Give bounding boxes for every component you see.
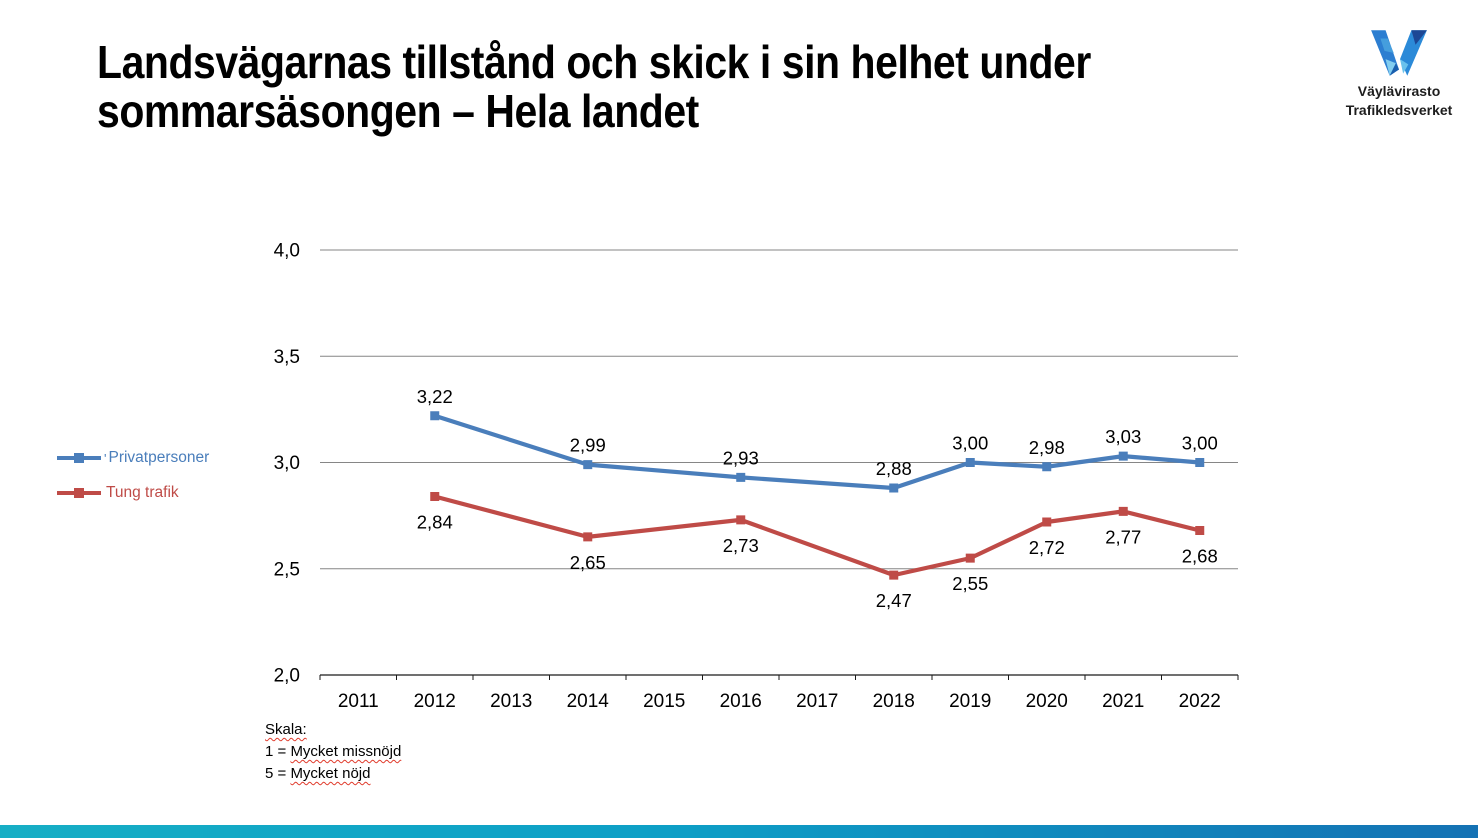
series-line-privatpersoner [434,413,1200,491]
legend-label-tung-trafik: Tung trafik [106,484,179,501]
data-point-marker [1042,517,1052,527]
x-tick-label: 2016 [720,691,762,712]
data-label: 2,99 [570,435,606,456]
data-label: 3,00 [1182,433,1218,454]
series-line-tung-trafik [434,494,1201,578]
x-tick-label: 2013 [490,691,532,712]
series-tung-trafik: 2,84 2,65 2,73 2,47 2,55 2,72 2,77 2,68 [417,492,1218,611]
data-point-marker [430,411,440,421]
data-label: 2,68 [1182,546,1218,567]
x-tick-label: 2022 [1179,691,1221,712]
data-point-marker [1118,506,1128,516]
data-point-marker [1195,526,1205,535]
data-point-marker [889,570,899,580]
footnote-line-1: Skala: [265,721,307,738]
data-label: 3,22 [417,386,453,407]
data-point-marker [583,532,593,542]
data-label: 2,77 [1105,526,1141,547]
x-tick-label: 2014 [567,691,610,712]
data-point-marker [965,553,975,563]
y-axis-labels: 4,0 3,5 3,0 2,5 2,0 [274,241,300,687]
vaylavirasto-v-icon [1371,30,1427,76]
data-point-marker [889,483,899,493]
data-label: 3,03 [1105,426,1141,447]
data-point-marker [736,472,746,482]
scale-footnote: Skala: 1 = Mycket missnöjd 5 = Mycket nö… [265,719,401,785]
x-tick-label: 2021 [1102,691,1144,712]
x-axis [319,674,1239,680]
legend-item-privatpersoner: ' Privatpersoner [57,446,209,470]
y-tick-label: 2,0 [274,666,300,687]
blue-line-marker-icon [57,453,101,463]
logo-name-sv: Trafikledsverket [1345,102,1453,118]
series-privatpersoner: 3,22 2,99 2,93 2,88 3,00 2,98 3,03 3,00 [417,386,1218,493]
data-point-marker [430,492,440,501]
y-tick-label: 3,0 [274,453,300,474]
logo-name-fi: Väylävirasto [1357,83,1441,99]
data-point-marker [1118,451,1128,461]
legend-stray-mark: ' [104,450,107,466]
data-label: 2,55 [952,573,988,594]
x-tick-label: 2011 [338,691,379,712]
data-label: 2,65 [570,552,606,573]
vaylavirasto-logo: Väylävirasto Trafikledsverket [1334,30,1464,120]
data-label: 2,93 [723,447,759,468]
data-point-marker [1195,458,1205,467]
data-label: 2,88 [876,458,912,479]
data-point-marker [965,458,975,467]
x-tick-label: 2015 [643,691,685,712]
data-label: 2,72 [1029,537,1065,558]
footnote-line-3: 5 = Mycket nöjd [265,765,371,782]
x-tick-label: 2018 [873,691,915,712]
y-tick-label: 4,0 [274,241,300,262]
legend-label-privatpersoner: Privatpersoner [108,449,210,466]
red-line-marker-icon [57,488,101,498]
x-tick-label: 2019 [949,691,991,712]
x-tick-label: 2020 [1026,691,1068,712]
data-label: 2,47 [876,590,912,611]
y-tick-label: 2,5 [274,559,300,580]
data-label: 2,98 [1029,437,1065,458]
data-label: 3,00 [952,433,988,454]
data-label: 2,84 [417,512,453,533]
brand-accent-bar [0,825,1478,838]
data-point-marker [736,515,746,525]
chart-legend: ' Privatpersoner Tung trafik [57,446,209,516]
footnote-line-2: 1 = Mycket missnöjd [265,743,402,760]
legend-item-tung-trafik: Tung trafik [57,481,209,505]
data-label: 2,73 [723,535,759,556]
x-tick-label: 2012 [414,691,456,712]
y-tick-label: 3,5 [274,347,300,368]
gridlines [320,249,1238,570]
data-point-marker [583,460,593,470]
page-title: Landsvägarnas tillstånd och skick i sin … [97,36,1091,137]
x-tick-label: 2017 [796,691,838,712]
data-point-marker [1042,462,1052,472]
x-axis-labels: 2011 2012 2013 2014 2015 2016 2017 2018 2019 2020… [338,691,1221,712]
